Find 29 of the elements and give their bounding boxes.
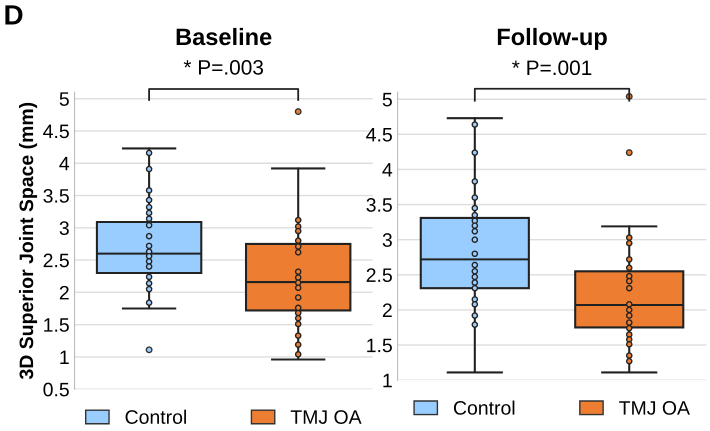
legend-label: TMJ OA	[290, 410, 362, 424]
y-tick-label: 4	[59, 156, 70, 170]
y-tick-label: 3	[60, 221, 69, 236]
y-tick-label: 1.5	[44, 318, 69, 332]
y-tick-label: 2	[60, 286, 69, 300]
y-tick-label: 2.5	[44, 254, 69, 268]
y-tick-label: 1	[60, 350, 69, 364]
text: D	[5, 5, 22, 24]
text: * P=.001	[512, 60, 592, 76]
chart-title: Follow-up	[498, 28, 607, 50]
y-axis-title: 3D Superior Joint Space (mm)	[18, 102, 38, 380]
y-tick-label: 2	[382, 303, 392, 317]
chart-title: Baseline	[176, 28, 272, 46]
legend-label: Control	[454, 400, 514, 415]
y-tick-label: 3	[382, 233, 392, 247]
y-tick-label: 2.5	[366, 268, 392, 282]
y-tick-label: 5	[60, 92, 69, 106]
y-tick-label: 4.5	[43, 124, 69, 138]
y-tick-label: 3.5	[43, 188, 69, 203]
y-tick-label: 3.5	[366, 198, 392, 212]
y-tick-label: 0.5	[43, 382, 69, 396]
y-tick-label: 4	[382, 163, 392, 177]
y-tick-label: 1.5	[367, 338, 392, 352]
y-tick-label: 4.5	[366, 128, 392, 142]
text: * P=.003	[184, 60, 263, 75]
y-tick-label: 1	[383, 374, 392, 388]
legend-label: TMJ OA	[619, 401, 690, 415]
y-tick-label: 5	[382, 92, 392, 106]
legend-label: Control	[126, 410, 186, 424]
